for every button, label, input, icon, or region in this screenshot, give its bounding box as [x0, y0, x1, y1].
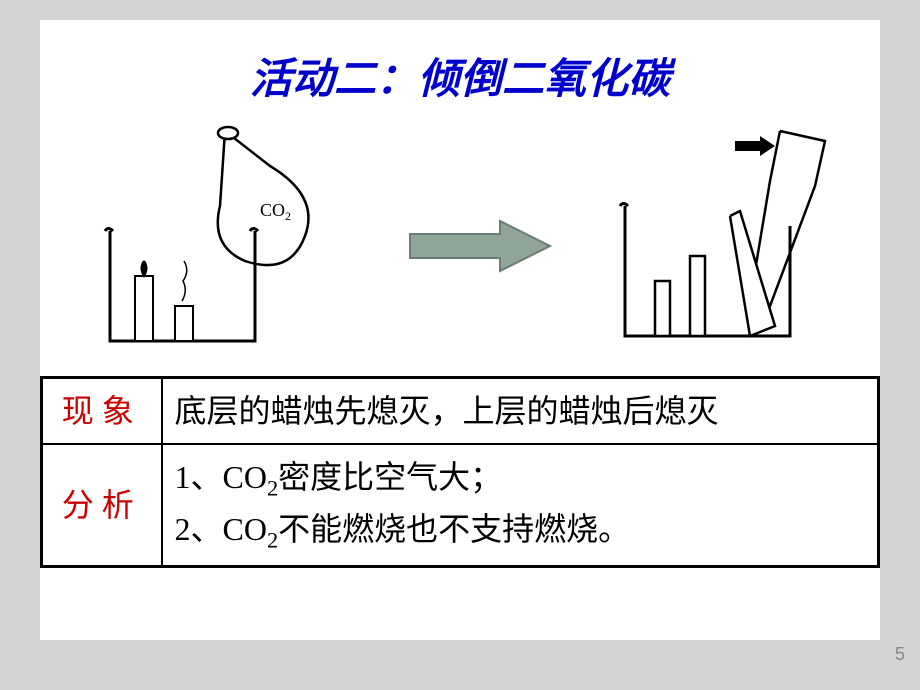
analysis-content: 1、CO2密度比空气大； 2、CO2不能燃烧也不支持燃烧。: [162, 444, 879, 567]
phenomenon-label: 现象: [42, 378, 162, 445]
arrow-icon: [405, 216, 555, 276]
experiment-diagram-right: [595, 126, 845, 346]
observation-table: 现象 底层的蜡烛先熄灭，上层的蜡烛后熄灭 分析 1、CO2密度比空气大； 2、C…: [40, 376, 880, 568]
slide-container: 活动二：倾倒二氧化碳 CO2: [40, 20, 880, 640]
table-row: 分析 1、CO2密度比空气大； 2、CO2不能燃烧也不支持燃烧。: [42, 444, 879, 567]
slide-title: 活动二：倾倒二氧化碳: [40, 20, 880, 106]
phenomenon-content: 底层的蜡烛先熄灭，上层的蜡烛后熄灭: [162, 378, 879, 445]
co2-label-text: CO: [260, 200, 285, 220]
page-number: 5: [895, 644, 905, 665]
analysis-label: 分析: [42, 444, 162, 567]
diagram-area: CO2: [40, 116, 880, 376]
experiment-diagram-left: CO2: [75, 116, 375, 346]
table-row: 现象 底层的蜡烛先熄灭，上层的蜡烛后熄灭: [42, 378, 879, 445]
